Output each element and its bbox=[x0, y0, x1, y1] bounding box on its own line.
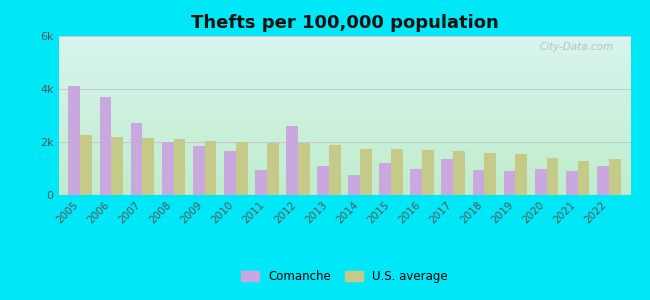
Bar bbox=[484, 153, 496, 195]
Bar bbox=[142, 138, 154, 195]
Bar bbox=[578, 160, 590, 195]
Bar bbox=[329, 145, 341, 195]
Bar bbox=[504, 171, 515, 195]
Bar bbox=[380, 163, 391, 195]
Bar bbox=[473, 170, 484, 195]
Bar bbox=[515, 154, 527, 195]
Bar bbox=[286, 126, 298, 195]
Bar bbox=[236, 142, 248, 195]
Bar bbox=[80, 135, 92, 195]
Bar bbox=[99, 97, 111, 195]
Bar bbox=[255, 170, 266, 195]
Bar bbox=[535, 169, 547, 195]
Bar bbox=[453, 151, 465, 195]
Bar bbox=[68, 86, 80, 195]
Bar bbox=[597, 166, 609, 195]
Bar bbox=[441, 159, 453, 195]
Bar bbox=[205, 141, 216, 195]
Bar bbox=[609, 159, 621, 195]
Bar bbox=[298, 143, 309, 195]
Bar bbox=[566, 171, 578, 195]
Bar bbox=[360, 148, 372, 195]
Bar bbox=[317, 166, 329, 195]
Bar bbox=[391, 148, 403, 195]
Bar bbox=[162, 142, 174, 195]
Bar bbox=[174, 139, 185, 195]
Legend: Comanche, U.S. average: Comanche, U.S. average bbox=[237, 265, 452, 288]
Bar bbox=[422, 150, 434, 195]
Bar bbox=[266, 143, 279, 195]
Bar bbox=[410, 169, 422, 195]
Bar bbox=[547, 158, 558, 195]
Bar bbox=[224, 151, 236, 195]
Bar bbox=[193, 146, 205, 195]
Bar bbox=[348, 175, 360, 195]
Title: Thefts per 100,000 population: Thefts per 100,000 population bbox=[190, 14, 499, 32]
Bar bbox=[131, 124, 142, 195]
Text: City-Data.com: City-Data.com bbox=[540, 42, 614, 52]
Bar bbox=[111, 137, 123, 195]
